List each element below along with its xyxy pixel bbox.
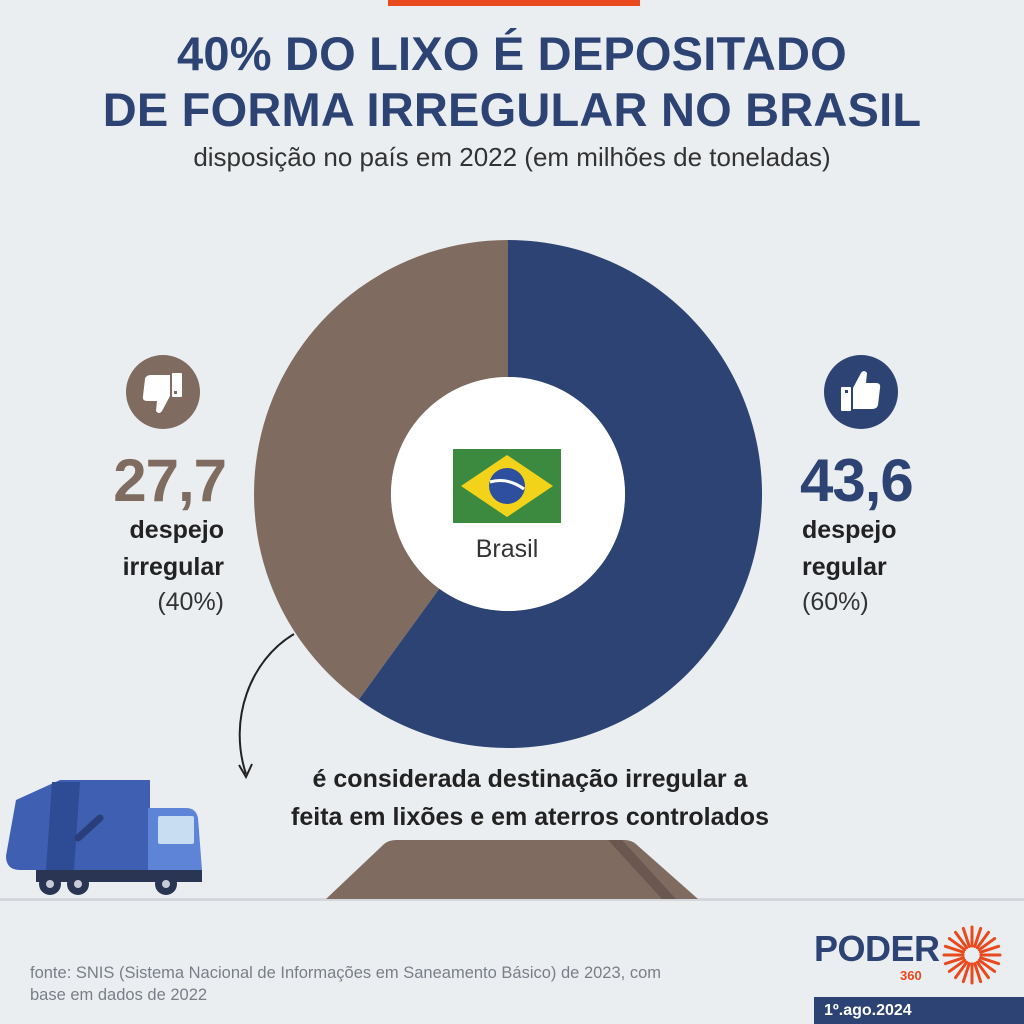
- page-subtitle: disposição no país em 2022 (em milhões d…: [193, 142, 831, 172]
- regular-label-line-2: regular: [802, 553, 887, 581]
- source-note: fonte: SNIS (Sistema Nacional de Informa…: [30, 962, 770, 1006]
- source-line-2: base em dados de 2022: [30, 986, 208, 1004]
- top-accent-bar: [388, 0, 640, 6]
- brand-logo-text: PODER: [814, 928, 940, 969]
- donut-slice-regular: [358, 240, 763, 749]
- brand-logo-number: 360: [900, 968, 922, 983]
- regular-value: 43,6: [800, 447, 914, 514]
- regular-percent: (60%): [802, 588, 869, 616]
- irregular-percent: (40%): [157, 588, 224, 616]
- irregular-label-line-1: despejo: [129, 516, 224, 544]
- thumbs-up-icon: [824, 355, 898, 429]
- irregular-label: despejo irregular: [60, 512, 224, 586]
- irregular-label-line-2: irregular: [122, 553, 224, 581]
- source-line-1: fonte: SNIS (Sistema Nacional de Informa…: [30, 964, 661, 982]
- center-label: Brasil: [475, 535, 539, 563]
- note-line-1: é considerada destinação irregular a: [312, 765, 748, 793]
- page-title: 40% DO LIXO É DEPOSITADO DE FORMA IRREGU…: [0, 26, 1024, 138]
- note-line-2: feita em lixões e em aterros controlados: [291, 803, 769, 831]
- title-line-2: DE FORMA IRREGULAR NO BRASIL: [102, 83, 922, 136]
- regular-label: despejo regular: [802, 512, 982, 586]
- thumbs-down-icon: [126, 355, 200, 429]
- brazil-flag-icon: [453, 449, 561, 523]
- title-line-1: 40% DO LIXO É DEPOSITADO: [177, 27, 847, 80]
- publish-date: 1º.ago.2024: [814, 997, 1024, 1024]
- donut-slice-irregular: [254, 240, 508, 700]
- irregular-value: 27,7: [113, 447, 227, 514]
- annotation-note: é considerada destinação irregular a fei…: [240, 760, 820, 836]
- regular-label-line-1: despejo: [802, 516, 897, 544]
